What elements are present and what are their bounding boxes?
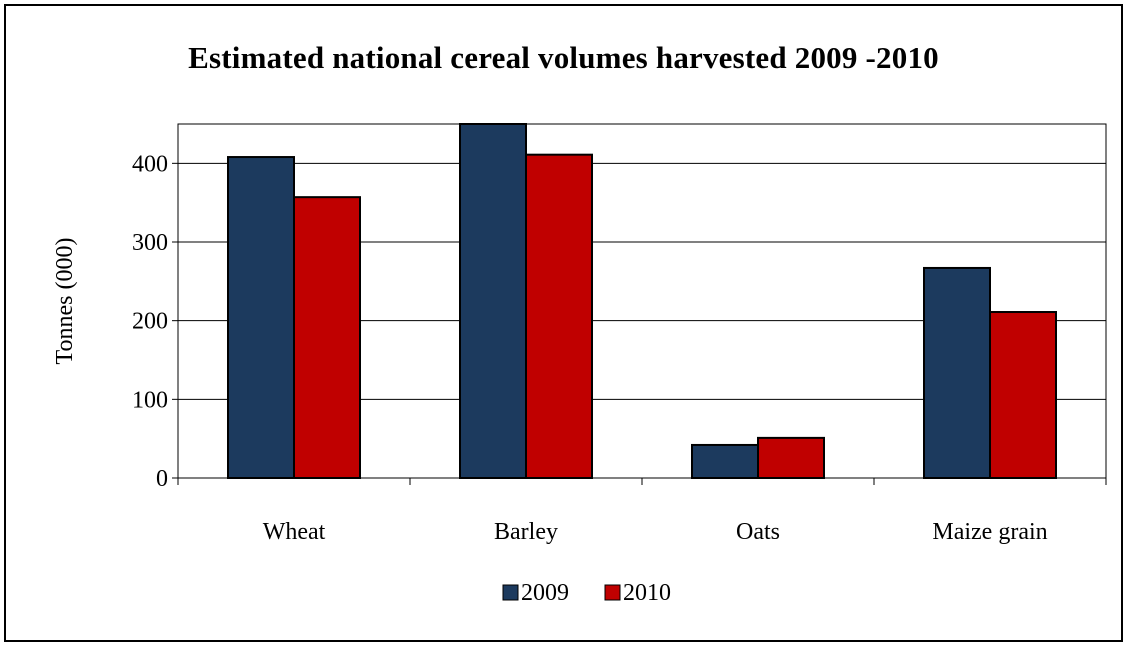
x-category-label: Barley xyxy=(494,519,558,545)
y-tick-label: 0 xyxy=(156,466,168,492)
chart-title: Estimated national cereal volumes harves… xyxy=(188,40,939,75)
y-tick-label: 400 xyxy=(132,151,168,177)
y-tick-label: 200 xyxy=(132,309,168,335)
bar-2010-oats xyxy=(757,436,825,480)
bar-2009-wheat xyxy=(227,156,295,479)
y-axis-label: Tonnes (000) xyxy=(52,238,78,365)
bar-2010-maize-grain xyxy=(989,311,1057,479)
bar-2009-maize-grain xyxy=(923,266,991,479)
bar-2009-barley xyxy=(459,123,527,479)
bar-2010-wheat xyxy=(293,196,361,479)
bar-2010-barley xyxy=(525,153,593,479)
plot-area: 0 100 200 300 400 Wheat Barley Oats Maize grain T… xyxy=(52,123,1107,606)
legend-swatch-2010 xyxy=(604,584,621,601)
x-category-label: Wheat xyxy=(263,519,326,545)
legend-label-2010: 2010 xyxy=(623,580,671,606)
x-category-label: Oats xyxy=(736,519,780,545)
legend-label-2009: 2009 xyxy=(521,580,569,606)
y-tick-label: 300 xyxy=(132,230,168,256)
bar-2009-oats xyxy=(691,443,759,479)
legend-swatch-2009 xyxy=(502,584,519,601)
x-category-label: Maize grain xyxy=(932,519,1047,545)
y-tick-label: 100 xyxy=(132,387,168,413)
